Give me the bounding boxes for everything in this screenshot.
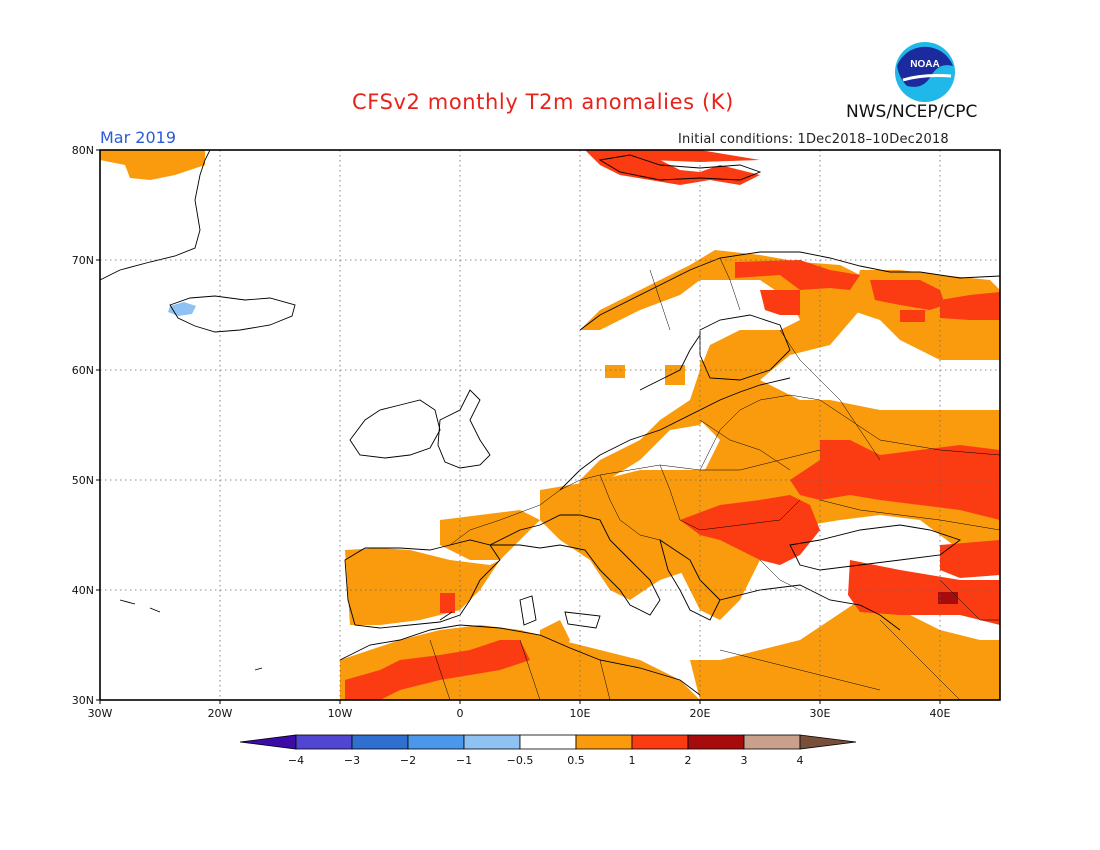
colorbar-segment xyxy=(575,734,633,750)
colorbar-label: 4 xyxy=(797,754,804,767)
colorbar-segment xyxy=(463,734,521,750)
valid-month-label: Mar 2019 xyxy=(100,128,176,147)
lon-tick-label: 10W xyxy=(328,707,353,720)
lon-tick-label: 40E xyxy=(930,707,951,720)
lat-tick-label: 70N xyxy=(72,254,94,267)
colorbar-segment xyxy=(687,734,745,750)
coastlines xyxy=(100,150,1000,696)
colorbar-segment xyxy=(351,734,409,750)
noaa-logo-icon: NOAA xyxy=(895,42,955,102)
country-borders xyxy=(429,257,1000,700)
lon-tick-label: 20E xyxy=(690,707,711,720)
logo-text: NOAA xyxy=(910,59,939,70)
colorbar-label: −3 xyxy=(344,754,360,767)
graticule xyxy=(100,150,1000,700)
map-frame xyxy=(99,149,1001,701)
anomaly-band-2-to-3 xyxy=(938,592,958,604)
colorbar-label: −0.5 xyxy=(507,754,534,767)
colorbar-label: 0.5 xyxy=(567,754,585,767)
colorbar-arrow-low xyxy=(239,734,297,750)
colorbar-arrow-high xyxy=(799,734,857,750)
latitude-ticks: 30N 40N 50N 60N 70N 80N xyxy=(72,144,100,707)
lat-tick-label: 30N xyxy=(72,694,94,707)
initial-conditions-label: Initial conditions: 1Dec2018–10Dec2018 xyxy=(678,132,949,147)
colorbar-label: −4 xyxy=(288,754,304,767)
colorbar-label: 2 xyxy=(685,754,692,767)
lon-tick-label: 10E xyxy=(570,707,591,720)
lat-tick-label: 60N xyxy=(72,364,94,377)
colorbar-segment xyxy=(519,734,577,750)
colorbar: −4 −3 −2 −1 −0.5 0.5 1 2 3 4 xyxy=(239,734,857,767)
lon-tick-label: 30E xyxy=(810,707,831,720)
colorbar-label: −2 xyxy=(400,754,416,767)
colorbar-label: 3 xyxy=(741,754,748,767)
longitude-ticks: 30W 20W 10W 0 10E 20E 30E 40E xyxy=(88,700,951,720)
colorbar-segment xyxy=(407,734,465,750)
lon-tick-label: 0 xyxy=(457,707,464,720)
anomaly-band-1-to-2 xyxy=(345,150,1000,700)
agency-label: NWS/NCEP/CPC xyxy=(846,102,978,122)
colorbar-label: 1 xyxy=(629,754,636,767)
lat-tick-label: 50N xyxy=(72,474,94,487)
lat-tick-label: 40N xyxy=(72,584,94,597)
colorbar-label: −1 xyxy=(456,754,472,767)
map-title: CFSv2 monthly T2m anomalies (K) xyxy=(352,90,734,114)
colorbar-segment xyxy=(295,734,353,750)
colorbar-segment xyxy=(631,734,689,750)
colorbar-segment xyxy=(743,734,801,750)
lat-tick-label: 80N xyxy=(72,144,94,157)
lon-tick-label: 20W xyxy=(208,707,233,720)
lon-tick-label: 30W xyxy=(88,707,113,720)
anomaly-fields xyxy=(100,150,1000,700)
